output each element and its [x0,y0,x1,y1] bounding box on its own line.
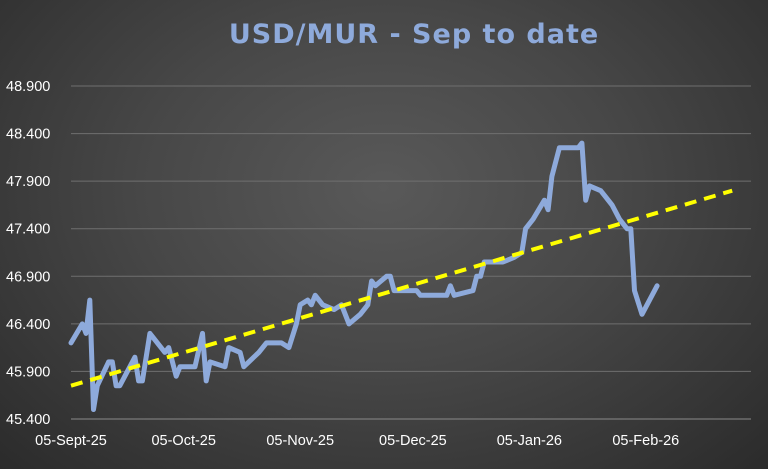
y-tick-label: 45.400 [6,412,50,428]
y-tick-label: 46.900 [6,269,50,285]
y-tick-label: 48.400 [6,127,50,143]
y-tick-label: 48.900 [6,79,50,95]
chart-title: USD/MUR - Sep to date [228,19,600,50]
x-tick-label: 05-Sept-25 [35,433,107,449]
y-tick-label: 45.900 [6,364,50,380]
x-tick-label: 05-Dec-25 [379,433,447,449]
x-tick-label: 05-Nov-25 [266,433,334,449]
y-tick-label: 46.400 [6,317,50,333]
trendline [70,188,733,388]
x-tick-label: 05-Oct-25 [151,433,215,449]
y-tick-label: 47.400 [6,222,50,238]
x-tick-label: 05-Feb-26 [612,433,679,449]
y-tick-label: 47.900 [6,174,50,190]
x-tick-label: 05-Jan-26 [497,433,562,449]
